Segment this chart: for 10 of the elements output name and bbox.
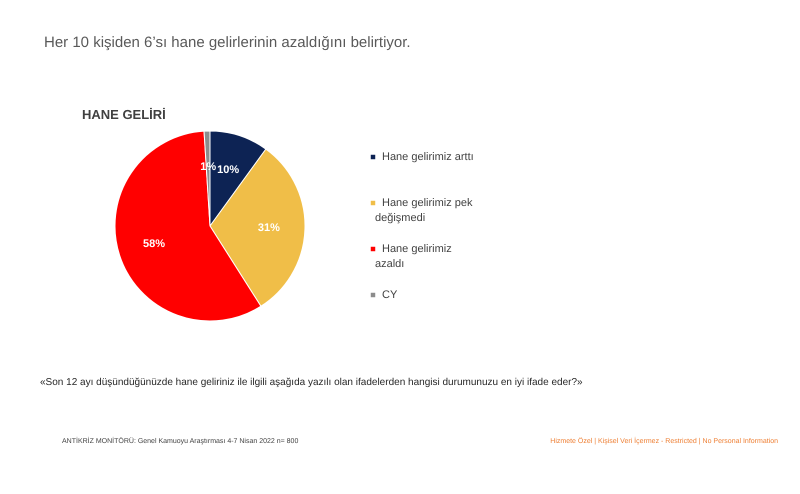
data-label: 31% — [258, 222, 280, 234]
text: «Son 12 ayı düşündüğünüzde hane geliriniz ile ilgili aşağıda yazılı olan ifadelerden hangisi durumunuzu en iyi ifade eder?» — [40, 377, 584, 388]
legend-label: Hane gelirimiz arttı — [382, 151, 474, 163]
data-label: 58% — [142, 238, 166, 250]
legend-label: CY — [382, 289, 398, 301]
data-label: 10% — [217, 164, 240, 176]
chart-title: Her 10 kişiden 6’sı hane gelirlerinin azaldığını belirtiyor. — [44, 34, 411, 51]
legend-label: Hane gelirimiz azaldı — [375, 243, 452, 270]
chart-subtitle: HANE GELİRİ — [82, 107, 166, 122]
legend-label: Hane gelirimiz pek değişmedi — [375, 197, 473, 224]
